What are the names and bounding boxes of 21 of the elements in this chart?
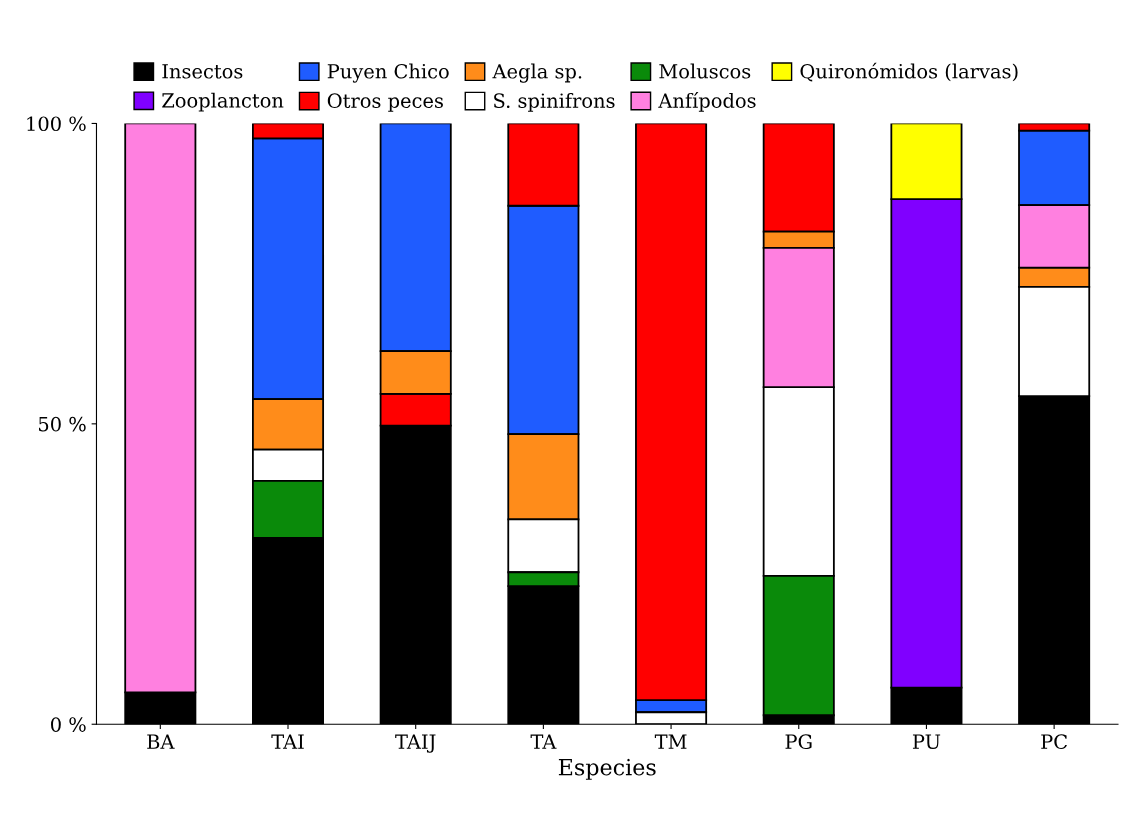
y-tick-label: 0 % — [51, 717, 86, 732]
legend-label: Quironómidos (larvas) — [800, 62, 1018, 82]
y-tick-label: 100 % — [27, 116, 86, 132]
x-axis-title: Especies — [558, 758, 656, 780]
legend-label: S. spinifrons — [494, 92, 615, 112]
x-tick-label: BA — [147, 734, 175, 749]
legend-label: Anfípodos — [658, 92, 756, 112]
x-tick-label: TM — [654, 734, 687, 749]
x-tick-label: TAI — [271, 734, 304, 749]
legend-label: Insectos — [162, 64, 243, 79]
legend-label: Aegla sp. — [492, 63, 582, 83]
x-tick-label: PG — [785, 734, 812, 750]
x-tick-label: PC — [1041, 734, 1067, 750]
legend-label: Moluscos — [659, 63, 751, 79]
y-tick-label: 50 % — [39, 416, 86, 432]
legend-label: Puyen Chico — [327, 63, 449, 83]
x-tick-label: TAIJ — [395, 734, 436, 753]
x-tick-label: PU — [912, 734, 941, 750]
legend-label: Otros peces — [327, 93, 443, 112]
legend-label: Zooplancton — [162, 92, 284, 112]
x-tick-label: TA — [530, 734, 557, 749]
